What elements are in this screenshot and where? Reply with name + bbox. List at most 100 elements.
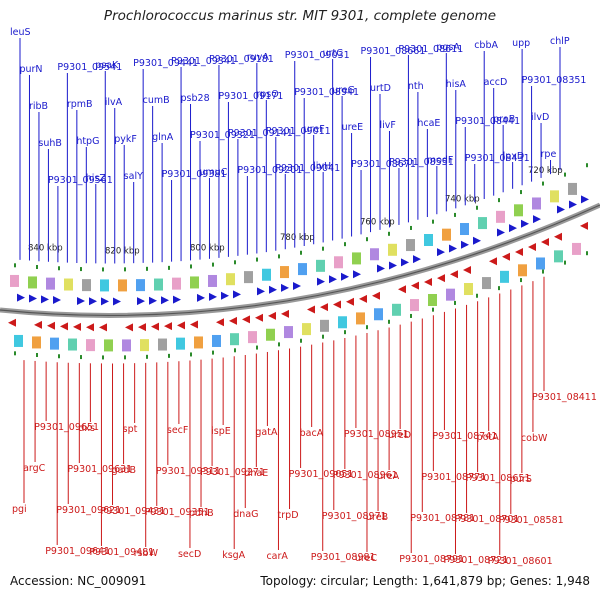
function-box [482,277,491,290]
reverse-gene-label: ureD [388,430,411,441]
tick-dot [190,264,192,269]
reverse-gene-arrow [502,252,510,261]
tick-dot [58,354,60,359]
tick-dot [564,260,566,265]
forward-gene-label: accD [484,77,508,88]
function-box [64,278,73,291]
function-box [320,319,329,332]
reverse-gene-label: secF [167,425,188,436]
reverse-gene-arrow [580,221,588,230]
function-box [446,288,455,301]
forward-gene-arrow [29,294,37,303]
reverse-gene-label: P9301_08961 [333,470,398,481]
tick-dot [146,354,148,359]
forward-gene-arrow [269,285,277,294]
reverse-gene-arrow [8,318,16,327]
forward-gene-arrow [209,292,217,301]
function-box [554,250,563,263]
reverse-gene-label: spt [123,424,138,435]
function-box [122,339,131,352]
forward-gene-label: rpe [541,149,557,160]
forward-gene-label: ribB [29,101,48,112]
forward-gene-arrow [353,270,361,279]
function-box [46,277,55,290]
reverse-gene-label: ispE [211,426,231,437]
forward-gene-label: P9301_08671 [351,159,416,170]
kbp-tick-label: 820 kbp [105,246,140,256]
forward-gene-label: rpsO [256,89,278,100]
forward-gene-label: P9301_08441 [455,116,520,127]
function-box [140,339,149,352]
forward-gene-arrow [77,296,85,305]
kbp-tick-label: 840 kbp [28,243,63,253]
function-box [262,268,271,281]
function-box [50,337,59,350]
function-box [352,252,361,265]
function-box [338,316,347,329]
forward-gene-arrow [221,291,229,300]
forward-gene-label: ureE [342,122,364,133]
forward-gene-label: P9301_09141 [228,128,293,139]
forward-gene-arrow [461,240,469,249]
forward-gene-arrow [437,248,445,257]
forward-gene-label: htpG [76,136,99,147]
reverse-gene-label: potA [477,432,500,443]
reverse-gene-arrow [424,278,432,287]
function-box [68,338,77,351]
function-box [460,223,469,236]
reverse-gene-label: ureB [366,512,388,523]
tick-dot [256,257,258,262]
function-box [244,271,253,284]
tick-dot [102,355,104,360]
function-box [248,331,257,344]
function-box [568,182,577,195]
reverse-gene-arrow [333,300,341,309]
forward-gene-label: P9301_08551 [389,157,454,168]
function-box [302,323,311,336]
tick-dot [586,251,588,256]
forward-gene-label: purN [19,64,42,75]
forward-gene-label: P9301_09381 [162,169,227,180]
reverse-gene-label: ureA [377,471,400,482]
tick-dot [454,212,456,217]
tick-dot [168,353,170,358]
function-box [572,242,581,255]
tick-dot [322,246,324,251]
reverse-gene-arrow [398,285,406,294]
reverse-gene-label: ureC [355,553,378,564]
kbp-tick-label: 800 kbp [190,243,225,253]
tick-dot [168,265,170,270]
function-box [500,270,509,283]
reverse-gene-label: P9301_09051 [289,469,354,480]
function-box [536,257,545,270]
reverse-gene-arrow [515,247,523,256]
forward-gene-label: P9301_09321 [190,130,255,141]
reverse-gene-label: pdhB [189,508,214,519]
function-box [190,276,199,289]
tick-dot [124,267,126,272]
forward-gene-label: hcaE [417,118,440,129]
reverse-gene-label: carA [266,551,288,562]
reverse-gene-label: P9301_09621 [56,505,121,516]
forward-gene-label: P9301_09341 [171,56,236,67]
forward-gene-label: chlP [550,36,570,47]
forward-gene-label: P9301_09561 [48,175,113,186]
tick-dot [146,266,148,271]
forward-gene-label: P9301_08661 [361,46,426,57]
forward-gene-arrow [557,205,565,214]
genome-title: Prochlorococcus marinus str. MIT 9301, c… [103,8,497,24]
reverse-gene-label: P9301_09641 [45,546,110,557]
tick-dot [322,334,324,339]
reverse-gene-arrow [190,320,198,329]
reverse-gene-label: P9301_08651 [466,473,531,484]
backbone-arc-inner [0,204,600,316]
reverse-gene-label: dnaG [233,509,258,520]
reverse-gene-arrow [320,303,328,312]
reverse-gene-arrow [73,322,81,331]
function-box [158,338,167,351]
reverse-gene-label: dxs [78,423,95,434]
forward-gene-label: P9301_08941 [294,87,359,98]
tick-dot [520,190,522,195]
forward-gene-arrow [17,293,25,302]
